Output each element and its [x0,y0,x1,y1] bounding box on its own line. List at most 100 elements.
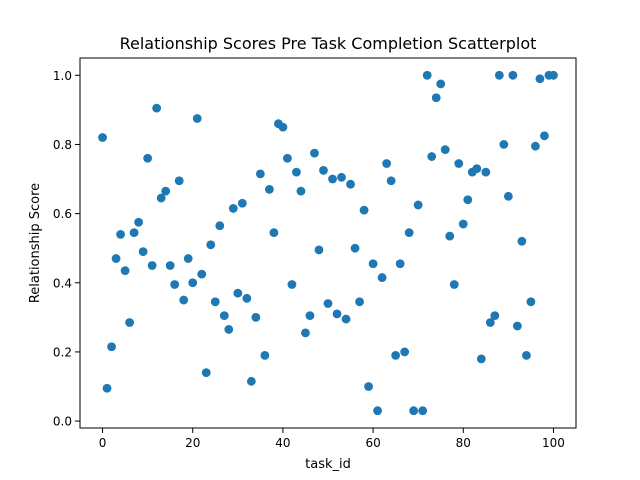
data-point-75 [436,79,446,89]
data-point-91 [508,70,518,80]
data-point-73 [427,152,437,161]
data-point-37 [264,185,274,194]
data-point-6 [125,318,134,327]
data-point-34 [251,312,261,322]
data-point-22 [197,269,207,279]
data-point-2 [107,342,116,352]
data-point-7 [129,228,139,238]
x-tick-label: 80 [456,436,471,450]
data-point-45 [301,328,310,338]
data-point-87 [490,311,500,321]
data-point-21 [192,114,202,123]
data-point-64 [386,176,396,186]
data-point-81 [463,195,473,205]
data-point-42 [287,280,297,289]
data-point-11 [147,261,157,270]
data-point-20 [188,278,198,288]
data-point-54 [341,314,351,324]
data-point-53 [337,172,346,182]
data-point-63 [382,159,392,168]
data-point-19 [183,254,193,263]
data-point-83 [472,164,482,174]
data-point-78 [449,280,459,289]
data-point-23 [201,368,211,378]
data-point-4 [116,229,125,239]
data-point-66 [395,259,405,269]
y-tick-label: 0.8 [53,138,72,152]
x-tick-label: 0 [99,436,107,450]
y-tick-label: 0.4 [53,276,72,290]
points-layer [98,70,558,416]
data-point-15 [165,261,175,270]
data-point-26 [215,221,225,231]
chart-title: Relationship Scores Pre Task Completion … [120,34,537,53]
x-tick-label: 40 [275,436,290,450]
data-point-46 [305,311,315,321]
data-point-86 [485,318,495,327]
data-point-59 [364,382,373,391]
data-point-29 [228,204,238,213]
data-point-76 [440,145,450,155]
data-point-48 [314,245,324,255]
data-point-79 [454,159,464,168]
data-point-5 [120,266,130,276]
data-point-50 [323,299,333,308]
data-point-69 [409,406,419,416]
data-point-1 [102,383,112,393]
data-point-25 [210,297,220,307]
data-point-9 [138,247,148,257]
x-axis-label: task_id [305,457,351,472]
data-point-13 [156,193,166,203]
data-point-36 [260,350,270,360]
data-point-52 [332,309,342,319]
data-point-60 [368,259,378,269]
data-point-49 [319,165,328,175]
y-axis-label: Relationship Score [28,183,43,303]
data-point-12 [152,103,162,113]
x-tick-label: 100 [542,436,565,450]
data-point-61 [373,406,382,416]
data-point-18 [179,295,189,305]
y-tick-label: 0.0 [53,415,72,429]
data-point-24 [206,240,216,250]
data-point-90 [503,191,513,201]
data-point-71 [418,406,428,416]
data-point-93 [517,236,527,246]
plot-area-frame [79,57,577,429]
data-point-43 [292,167,301,177]
data-point-28 [224,325,234,334]
data-point-14 [161,186,171,196]
data-point-27 [219,311,229,321]
data-point-84 [476,354,486,364]
data-point-33 [246,376,256,386]
data-point-8 [134,217,144,227]
data-point-47 [310,148,319,158]
data-point-55 [346,179,355,189]
data-point-67 [400,347,410,357]
y-tick-label: 0.2 [53,345,72,359]
data-point-80 [458,219,468,229]
data-point-35 [255,169,265,179]
y-tick-label: 1.0 [53,69,72,83]
data-point-57 [355,297,364,307]
data-point-96 [531,141,540,151]
data-point-41 [283,153,292,163]
data-point-3 [111,254,121,263]
data-point-31 [237,198,247,208]
data-point-94 [522,350,531,360]
data-point-56 [350,243,360,253]
data-point-65 [391,350,401,360]
data-point-51 [328,174,337,184]
data-point-74 [431,93,441,103]
x-tick-label: 60 [365,436,380,450]
data-point-70 [413,200,423,210]
data-point-58 [359,205,369,215]
data-point-89 [499,140,509,149]
data-point-38 [269,228,279,238]
data-point-88 [494,70,504,80]
data-point-95 [526,297,536,307]
data-point-16 [170,280,180,289]
data-point-10 [143,153,153,163]
data-point-0 [98,133,107,142]
